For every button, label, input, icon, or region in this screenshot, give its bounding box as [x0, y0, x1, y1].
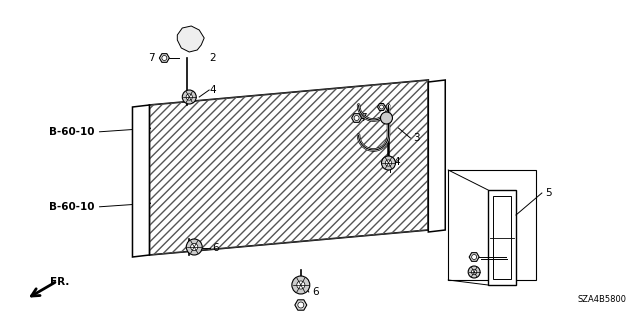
- Polygon shape: [428, 80, 445, 232]
- Text: 2: 2: [209, 53, 216, 63]
- Polygon shape: [149, 80, 428, 255]
- Text: B-60-10: B-60-10: [49, 202, 95, 212]
- Circle shape: [354, 115, 359, 121]
- Polygon shape: [469, 253, 479, 261]
- Circle shape: [380, 105, 383, 109]
- Text: 6: 6: [212, 243, 219, 253]
- Circle shape: [298, 302, 304, 308]
- Circle shape: [472, 269, 477, 275]
- Text: 1: 1: [509, 254, 516, 264]
- Text: 7: 7: [148, 53, 154, 63]
- Polygon shape: [132, 105, 149, 257]
- Text: 7: 7: [360, 113, 367, 123]
- Text: SZA4B5800: SZA4B5800: [578, 295, 627, 305]
- Bar: [448, 170, 536, 280]
- Polygon shape: [177, 26, 204, 52]
- Circle shape: [162, 56, 167, 61]
- Polygon shape: [378, 104, 385, 110]
- Bar: [493, 196, 511, 279]
- Text: FR.: FR.: [50, 277, 69, 287]
- Bar: [488, 190, 516, 285]
- Circle shape: [297, 281, 305, 289]
- Circle shape: [186, 94, 193, 100]
- Polygon shape: [159, 54, 170, 62]
- Circle shape: [191, 243, 198, 251]
- Circle shape: [468, 266, 480, 278]
- Circle shape: [292, 276, 310, 294]
- Text: 3: 3: [413, 133, 420, 143]
- Polygon shape: [295, 300, 307, 310]
- Circle shape: [186, 239, 202, 255]
- Text: 4: 4: [209, 85, 216, 95]
- Circle shape: [385, 160, 392, 166]
- Text: B-60-10: B-60-10: [49, 127, 95, 137]
- Text: 5: 5: [545, 188, 552, 198]
- Text: 4: 4: [394, 157, 400, 167]
- Circle shape: [381, 112, 392, 124]
- Polygon shape: [351, 114, 362, 122]
- Circle shape: [182, 90, 196, 104]
- Text: 6: 6: [312, 287, 319, 297]
- Circle shape: [472, 255, 477, 259]
- Circle shape: [381, 156, 396, 170]
